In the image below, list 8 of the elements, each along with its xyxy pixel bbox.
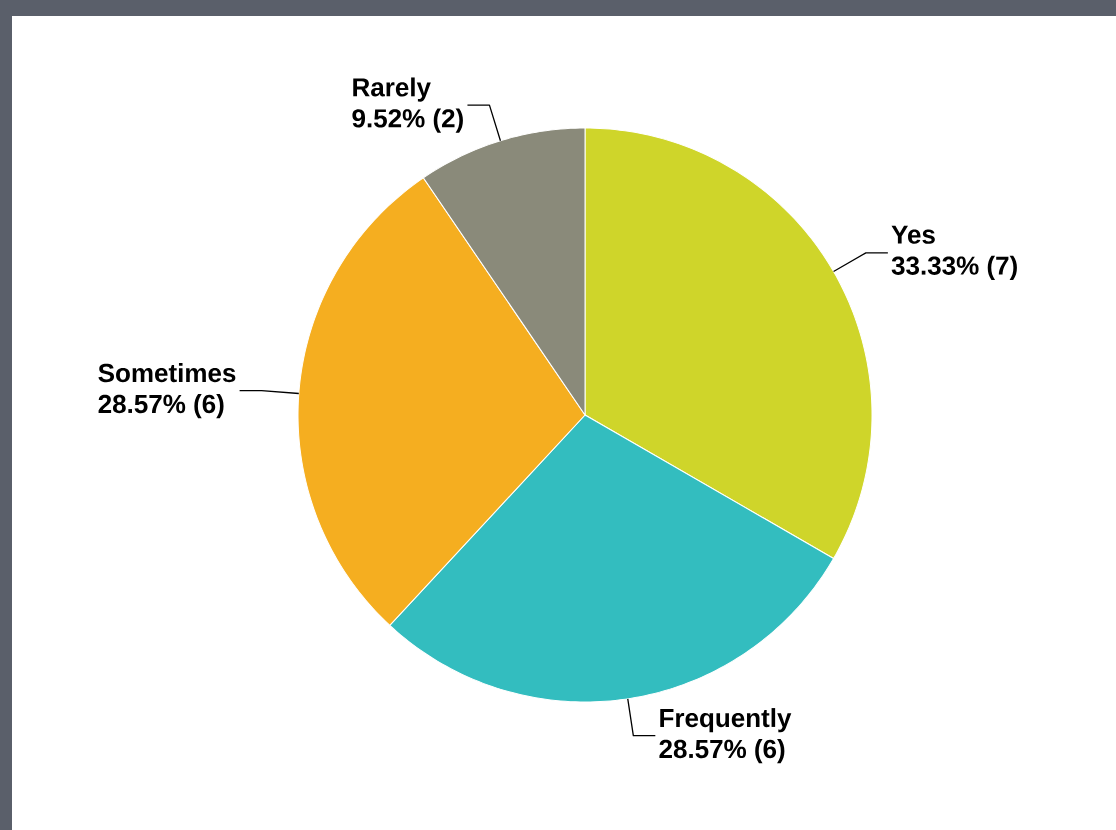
data-label: 9.52% (2) [352,108,463,133]
slice-label: Yes [891,225,935,244]
slice-label: Rarely [353,77,431,102]
slice-label: Sometimes [98,363,236,383]
slice-label: Frequently [660,708,792,733]
data-label: 33.33% (7) [891,255,1017,280]
data-label: 28.57% (6) [98,394,224,419]
data-label: 28.57% (6) [659,739,785,764]
